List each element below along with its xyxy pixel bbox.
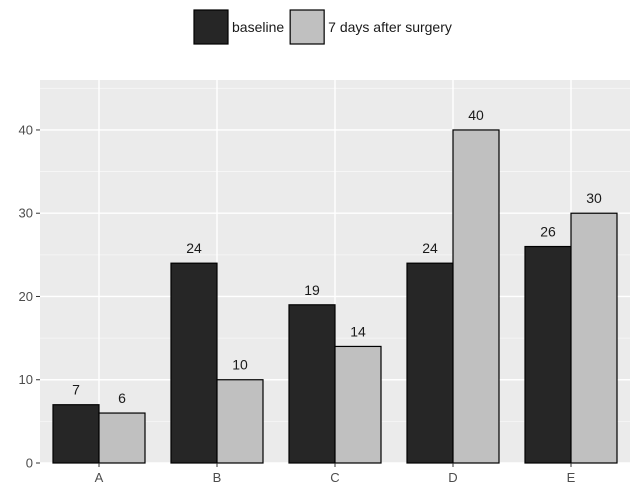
y-tick-label: 10 (19, 372, 33, 387)
data-label: 14 (350, 323, 366, 339)
y-tick-label: 0 (26, 456, 33, 471)
legend: baseline 7 days after surgery (193, 9, 452, 45)
x-tick-label: D (448, 470, 457, 485)
legend-key-after-surgery (289, 9, 325, 45)
data-label: 24 (186, 240, 202, 256)
data-label: 10 (232, 357, 248, 373)
legend-label: 7 days after surgery (328, 19, 452, 35)
bar-baseline-c (288, 304, 336, 464)
data-labels: 7 24 19 24 26 6 10 14 40 30 (72, 107, 602, 406)
bar-baseline-e (524, 245, 572, 464)
bar-baseline-b (170, 262, 218, 464)
data-label: 6 (118, 390, 126, 406)
bar-after-surgery-e (570, 212, 618, 464)
data-label: 24 (422, 240, 438, 256)
data-label: 26 (540, 224, 556, 240)
bar-after-surgery-d (452, 129, 500, 464)
bars (52, 129, 618, 464)
bar-baseline-a (52, 404, 100, 464)
y-tick-label: 20 (19, 289, 33, 304)
bar-after-surgery-b (216, 379, 264, 464)
data-label: 30 (586, 190, 602, 206)
data-label: 19 (304, 282, 320, 298)
x-axis: A B C D E (95, 463, 576, 485)
y-axis: 0 10 20 30 40 (19, 122, 40, 471)
bar-after-surgery-c (334, 345, 382, 464)
legend-key-baseline (193, 9, 229, 45)
y-tick-label: 30 (19, 206, 33, 221)
x-tick-label: A (95, 470, 104, 485)
x-tick-label: C (330, 470, 339, 485)
data-label: 7 (72, 382, 80, 398)
x-tick-label: E (567, 470, 576, 485)
y-tick-label: 40 (19, 122, 33, 137)
bar-after-surgery-a (98, 412, 146, 464)
bar-baseline-d (406, 262, 454, 464)
legend-label: baseline (232, 19, 284, 35)
data-label: 40 (468, 107, 484, 123)
x-tick-label: B (213, 470, 222, 485)
